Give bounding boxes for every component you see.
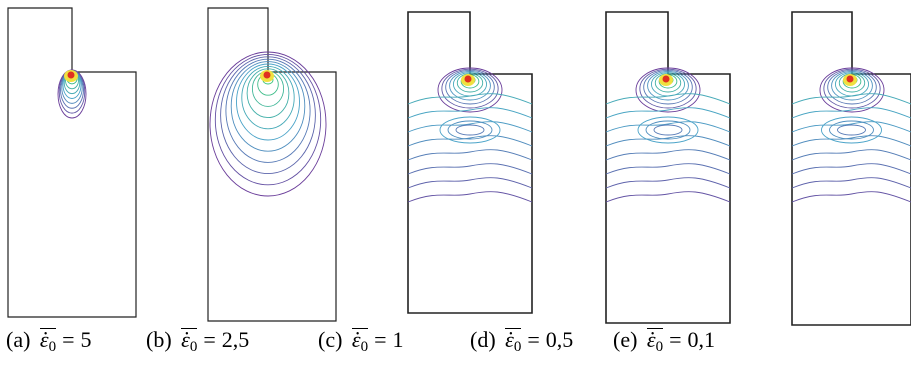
contour-band-c	[407, 121, 533, 133]
contour-band-d	[605, 191, 731, 203]
contour-band-c	[407, 149, 533, 161]
specimen-outline-b	[207, 7, 337, 322]
caption-e: (e) • ε0 = 0,1	[613, 320, 715, 367]
strain-rate-symbol: • ε0	[181, 327, 198, 355]
contour-line-b	[241, 65, 295, 130]
contour-band-c	[407, 93, 533, 105]
strain-rate-symbol: • ε0	[351, 327, 369, 355]
contour-line-d	[635, 67, 701, 113]
contour-loop-e	[821, 116, 882, 144]
contour-line-e	[823, 68, 881, 109]
strain-rate-symbol: • ε0	[39, 327, 57, 355]
contour-band-e	[791, 93, 911, 105]
contour-line-b	[220, 56, 316, 175]
contour-band-c	[407, 107, 533, 119]
contour-line-b	[225, 58, 311, 163]
contour-band-d	[605, 107, 731, 119]
contour-band-e	[791, 163, 911, 175]
specimen-outline-e	[791, 11, 911, 326]
caption-value-c: 1	[392, 327, 404, 352]
contour-band-d	[605, 93, 731, 105]
contour-band-e	[791, 107, 911, 119]
contour-band-d	[605, 149, 731, 161]
contour-line-b	[246, 68, 290, 119]
hotspot-d-red	[662, 75, 670, 83]
contour-loop-e	[837, 124, 866, 136]
contour-band-c	[407, 163, 533, 175]
contour-band-e	[791, 121, 911, 133]
contour-line-c	[437, 67, 503, 113]
contour-line-b	[209, 51, 327, 197]
contour-band-e	[791, 149, 911, 161]
caption-value-e: 0,1	[687, 327, 716, 352]
caption-label-c: (c)	[318, 327, 343, 352]
caption-b: (b) • ε0 = 2,5	[146, 320, 249, 367]
contour-band-d	[605, 177, 731, 189]
contour-loop-c	[447, 120, 493, 140]
caption-value-a: 5	[80, 327, 92, 352]
caption-label-a: (a)	[6, 327, 31, 352]
contour-loop-d	[645, 120, 691, 140]
specimen-outline-d	[605, 11, 731, 324]
contour-loop-c	[439, 116, 501, 144]
contour-loop-e	[829, 120, 874, 140]
caption-value-d: 0,5	[545, 327, 574, 352]
contour-line-b	[230, 61, 306, 152]
contour-line-e	[827, 69, 877, 105]
contour-band-e	[791, 191, 911, 203]
hotspot-a-red	[67, 71, 75, 79]
contour-line-c	[456, 73, 484, 93]
contour-line-e	[838, 73, 866, 93]
contour-band-c	[407, 191, 533, 203]
caption-a: (a) • ε0 = 5	[6, 320, 92, 367]
caption-d: (d) • ε0 = 0,5	[470, 320, 573, 367]
contour-band-e	[791, 135, 911, 147]
contour-line-d	[643, 69, 693, 105]
contour-line-e	[831, 70, 873, 101]
specimen-outline-a	[7, 7, 137, 318]
hotspot-b-red	[263, 71, 271, 79]
contour-line-c	[449, 70, 491, 101]
caption-label-e: (e)	[613, 327, 638, 352]
contour-line-d	[654, 73, 682, 93]
contour-band-c	[407, 177, 533, 189]
contour-line-b	[236, 63, 300, 141]
contour-loop-d	[653, 124, 683, 136]
contour-line-c	[445, 69, 495, 105]
hotspot-e-red	[846, 75, 854, 83]
hotspot-c-red	[464, 75, 472, 83]
caption-value-b: 2,5	[221, 327, 250, 352]
contour-line-d	[639, 68, 697, 109]
strain-rate-symbol: • ε0	[505, 327, 522, 355]
caption-c: (c) • ε0 = 1	[318, 320, 404, 367]
contour-line-d	[647, 70, 689, 101]
contour-loop-c	[455, 124, 485, 136]
contour-band-d	[605, 135, 731, 147]
contour-band-c	[407, 135, 533, 147]
caption-label-b: (b)	[146, 327, 172, 352]
contour-line-b	[214, 53, 322, 186]
caption-label-d: (d)	[470, 327, 496, 352]
contour-loop-d	[637, 116, 699, 144]
contour-line-e	[819, 67, 885, 113]
contour-band-e	[791, 177, 911, 189]
contour-line-c	[441, 68, 499, 109]
specimen-outline-c	[407, 11, 533, 314]
strain-rate-symbol: • ε0	[646, 327, 664, 355]
contour-band-d	[605, 163, 731, 175]
contour-band-d	[605, 121, 731, 133]
